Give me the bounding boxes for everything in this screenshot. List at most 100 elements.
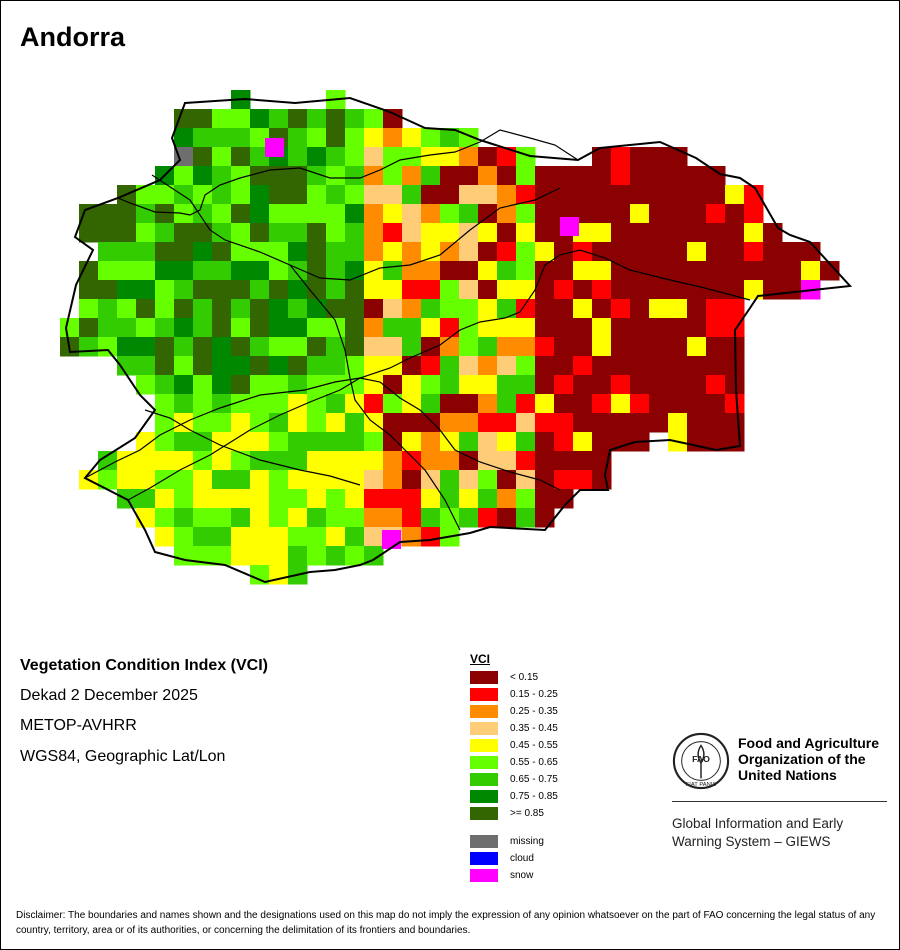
vci-cell bbox=[231, 413, 251, 433]
vci-cell bbox=[307, 527, 327, 547]
vci-cell bbox=[421, 470, 441, 490]
vci-cell bbox=[383, 185, 403, 205]
vci-cell bbox=[611, 318, 631, 338]
vci-cell bbox=[497, 470, 517, 490]
vci-cell bbox=[155, 527, 175, 547]
vci-cell bbox=[117, 242, 137, 262]
vci-cell bbox=[516, 223, 536, 243]
vci-cell bbox=[440, 261, 460, 281]
legend-label: missing bbox=[510, 836, 544, 847]
vci-cell bbox=[668, 261, 688, 281]
vci-cell bbox=[231, 546, 251, 566]
vci-cell bbox=[364, 223, 384, 243]
vci-cell bbox=[79, 204, 99, 224]
vci-cell bbox=[326, 242, 346, 262]
vci-cell bbox=[193, 223, 213, 243]
vci-cell bbox=[364, 489, 384, 509]
vci-cell bbox=[744, 204, 764, 224]
vci-cell bbox=[364, 299, 384, 319]
legend-swatch bbox=[470, 869, 498, 882]
vci-cell bbox=[649, 413, 669, 433]
vci-cell bbox=[516, 242, 536, 262]
vci-cell bbox=[573, 261, 593, 281]
vci-cell bbox=[212, 432, 232, 452]
vci-cell bbox=[516, 375, 536, 395]
vci-cell bbox=[193, 128, 213, 148]
vci-cell bbox=[421, 489, 441, 509]
vci-cell bbox=[307, 413, 327, 433]
vci-cell bbox=[706, 356, 726, 376]
vci-cell bbox=[706, 318, 726, 338]
vci-cell bbox=[155, 223, 175, 243]
vci-cell bbox=[611, 356, 631, 376]
parish-boundary bbox=[151, 174, 561, 281]
vci-cell bbox=[136, 470, 156, 490]
vci-cell bbox=[345, 109, 365, 129]
vci-cell bbox=[288, 223, 308, 243]
vci-cell bbox=[763, 223, 783, 243]
vci-cell bbox=[193, 318, 213, 338]
vci-cell bbox=[98, 223, 118, 243]
vci-cell bbox=[326, 166, 346, 186]
vci-cell bbox=[364, 375, 384, 395]
vci-cell bbox=[212, 261, 232, 281]
vci-cell bbox=[269, 166, 289, 186]
legend-label: < 0.15 bbox=[510, 672, 539, 683]
disclaimer: Disclaimer: The boundaries and names sho… bbox=[16, 910, 876, 936]
vci-cell bbox=[212, 280, 232, 300]
vci-cell bbox=[326, 546, 346, 566]
vci-cell bbox=[250, 261, 270, 281]
vci-cell bbox=[250, 337, 270, 357]
vci-cell bbox=[573, 318, 593, 338]
vci-cell bbox=[687, 337, 707, 357]
vci-cell bbox=[250, 375, 270, 395]
vci-cell bbox=[231, 166, 251, 186]
vci-cell bbox=[478, 147, 498, 167]
vci-cell bbox=[326, 432, 346, 452]
vci-cell bbox=[421, 261, 441, 281]
vci-cell bbox=[307, 337, 327, 357]
vci-cell bbox=[497, 413, 517, 433]
vci-cell bbox=[345, 356, 365, 376]
vci-cell bbox=[744, 223, 764, 243]
vci-cell bbox=[630, 299, 650, 319]
vci-cell bbox=[706, 280, 726, 300]
vci-cell bbox=[478, 185, 498, 205]
vci-cell bbox=[554, 394, 574, 414]
vci-cell bbox=[345, 204, 365, 224]
vci-cell bbox=[155, 451, 175, 471]
legend-swatch bbox=[470, 739, 498, 752]
vci-cell bbox=[307, 109, 327, 129]
vci-cell bbox=[345, 413, 365, 433]
vci-cell bbox=[440, 242, 460, 262]
vci-cell bbox=[516, 451, 536, 471]
vci-cell bbox=[117, 356, 137, 376]
vci-cell bbox=[535, 261, 555, 281]
vci-cell bbox=[421, 451, 441, 471]
vci-cell bbox=[478, 508, 498, 528]
vci-cell bbox=[478, 223, 498, 243]
vci-cell bbox=[687, 166, 707, 186]
vci-cell bbox=[288, 185, 308, 205]
organization-name-line3: United Nations bbox=[738, 767, 837, 783]
vci-cell bbox=[459, 413, 479, 433]
vci-cell bbox=[345, 527, 365, 547]
vci-cell bbox=[497, 223, 517, 243]
vci-cell bbox=[421, 299, 441, 319]
vci-cell bbox=[345, 280, 365, 300]
vci-cell bbox=[478, 280, 498, 300]
vci-cell bbox=[421, 280, 441, 300]
vci-cell bbox=[136, 432, 156, 452]
vci-cell bbox=[592, 280, 612, 300]
vci-cell bbox=[136, 204, 156, 224]
vci-cell bbox=[307, 489, 327, 509]
vci-cell bbox=[288, 318, 308, 338]
vci-cell bbox=[174, 432, 194, 452]
vci-cell bbox=[440, 356, 460, 376]
vci-cell bbox=[383, 432, 403, 452]
vci-cell bbox=[212, 413, 232, 433]
vci-cell bbox=[326, 280, 346, 300]
vci-cell bbox=[440, 508, 460, 528]
vci-cell bbox=[421, 166, 441, 186]
vci-cell bbox=[535, 337, 555, 357]
